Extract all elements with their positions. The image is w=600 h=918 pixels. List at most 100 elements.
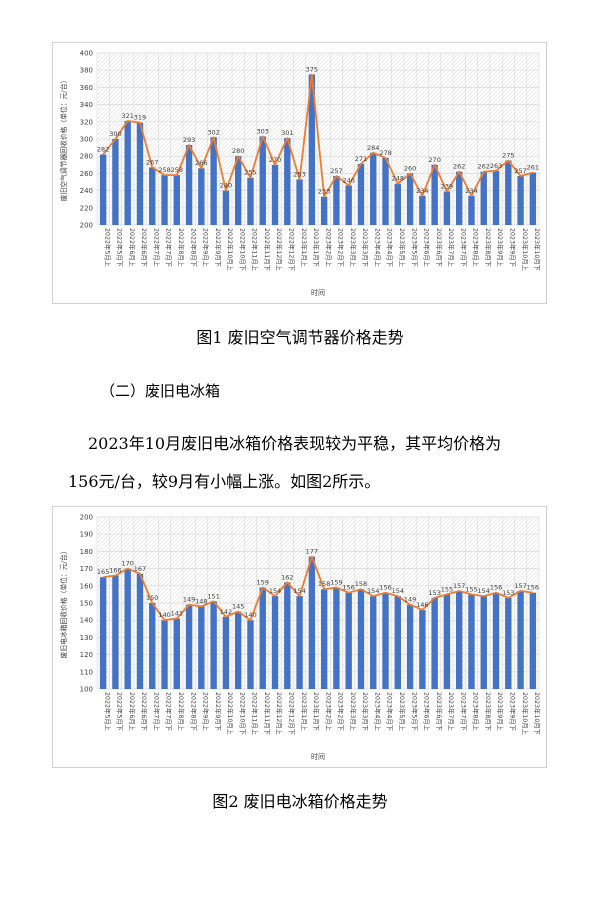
data-label: 282	[97, 145, 109, 153]
x-tick-label: 2022年9月上	[202, 692, 211, 731]
data-label: 156	[527, 584, 539, 592]
y-tick-label: 110	[80, 668, 93, 676]
x-tick-label: 2022年12月下	[288, 692, 297, 735]
bar	[198, 606, 205, 689]
data-label: 140	[244, 611, 256, 619]
paragraph-line-2: 156元/台，较9月有小幅上涨。如图2所示。	[68, 472, 381, 491]
bar	[247, 177, 254, 225]
x-tick-label: 2022年5月下	[116, 692, 125, 731]
x-tick-label: 2022年12月下	[288, 228, 297, 271]
bar	[517, 590, 524, 689]
data-label: 151	[207, 592, 219, 600]
bar	[382, 592, 389, 689]
bar	[222, 190, 230, 225]
y-tick-label: 340	[80, 101, 93, 109]
x-tick-label: 2023年2月下	[337, 692, 346, 731]
data-label: 302	[207, 128, 219, 136]
data-label: 149	[183, 596, 195, 604]
data-label: 154	[269, 587, 281, 595]
data-label: 154	[367, 587, 379, 595]
bar	[505, 160, 512, 225]
data-label: 177	[306, 548, 318, 556]
x-tick-label: 2023年4月下	[386, 692, 395, 731]
x-tick-label: 2022年11月上	[251, 228, 260, 271]
bar	[333, 587, 340, 689]
data-label: 255	[244, 169, 256, 177]
bar	[247, 620, 254, 689]
bar	[333, 175, 340, 225]
x-axis-title: 时间	[311, 752, 325, 761]
x-tick-label: 2023年4月下	[386, 228, 395, 267]
bar	[210, 137, 217, 225]
data-label: 258	[171, 166, 183, 174]
y-tick-label: 150	[80, 600, 93, 608]
x-tick-label: 2022年10月下	[238, 228, 247, 271]
y-tick-label: 180	[80, 548, 93, 556]
bar	[149, 167, 156, 225]
x-tick-label: 2023年1月下	[312, 692, 321, 731]
y-tick-label: 300	[80, 136, 93, 144]
bar	[112, 575, 119, 689]
data-label: 375	[306, 66, 318, 74]
data-label: 159	[330, 579, 342, 587]
bar	[505, 597, 512, 689]
x-tick-label: 2023年5月下	[410, 228, 419, 267]
x-tick-label: 2022年11月上	[251, 692, 260, 735]
bar	[296, 179, 303, 225]
x-tick-label: 2022年8月上	[177, 228, 186, 267]
x-tick-label: 2023年5月下	[410, 692, 419, 731]
y-tick-label: 400	[80, 50, 93, 58]
bar	[308, 74, 316, 225]
data-label: 293	[183, 136, 195, 144]
x-tick-label: 2023年9月下	[509, 228, 518, 267]
bar	[456, 171, 463, 225]
x-tick-label: 2022年7月上	[152, 228, 161, 267]
x-tick-label: 2023年7月下	[459, 228, 468, 267]
bar	[443, 594, 451, 689]
bar	[382, 157, 389, 225]
x-tick-label: 2022年5月下	[116, 228, 125, 267]
bar	[345, 185, 352, 225]
x-tick-label: 2022年6月上	[128, 692, 137, 731]
bar	[136, 122, 144, 225]
x-axis-title: 时间	[311, 288, 325, 297]
series-line	[103, 555, 533, 622]
x-tick-label: 2022年9月下	[214, 228, 223, 267]
x-tick-label: 2022年6月下	[140, 692, 149, 731]
bar	[492, 170, 500, 225]
bar	[431, 597, 438, 689]
bar	[492, 592, 500, 689]
bar	[431, 164, 438, 225]
data-label: 148	[195, 597, 207, 605]
data-label: 301	[281, 129, 293, 137]
data-label: 158	[355, 580, 367, 588]
bar	[308, 556, 316, 689]
data-label: 158	[318, 580, 330, 588]
data-label: 319	[134, 114, 146, 122]
x-tick-label: 2023年8月上	[472, 228, 481, 267]
bar	[112, 139, 119, 225]
data-label: 267	[146, 158, 158, 166]
x-tick-label: 2023年6月上	[423, 228, 432, 267]
x-tick-label: 2022年11月下	[263, 692, 272, 735]
bar	[222, 616, 230, 689]
x-tick-label: 2023年1月下	[312, 228, 321, 267]
data-label: 165	[97, 568, 109, 576]
data-label: 278	[379, 149, 391, 157]
data-label: 270	[428, 156, 440, 164]
data-label: 157	[514, 582, 526, 590]
data-label: 270	[269, 156, 281, 164]
x-tick-label: 2022年9月上	[202, 228, 211, 267]
data-label: 167	[134, 565, 146, 573]
bar	[185, 145, 193, 225]
bar	[99, 577, 107, 689]
y-tick-label: 200	[80, 222, 93, 230]
section-heading: （二）废旧电冰箱	[100, 382, 221, 400]
data-label: 154	[392, 587, 404, 595]
x-tick-label: 2022年8月下	[189, 692, 198, 731]
paragraph-line-1: 2023年10月废旧电冰箱价格表现较为平稳，其平均价格为	[88, 434, 502, 453]
y-axis-title: 废旧空气调节器回收价格（单位：元/台）	[59, 77, 68, 202]
bar	[345, 592, 352, 689]
data-label: 257	[330, 167, 342, 175]
